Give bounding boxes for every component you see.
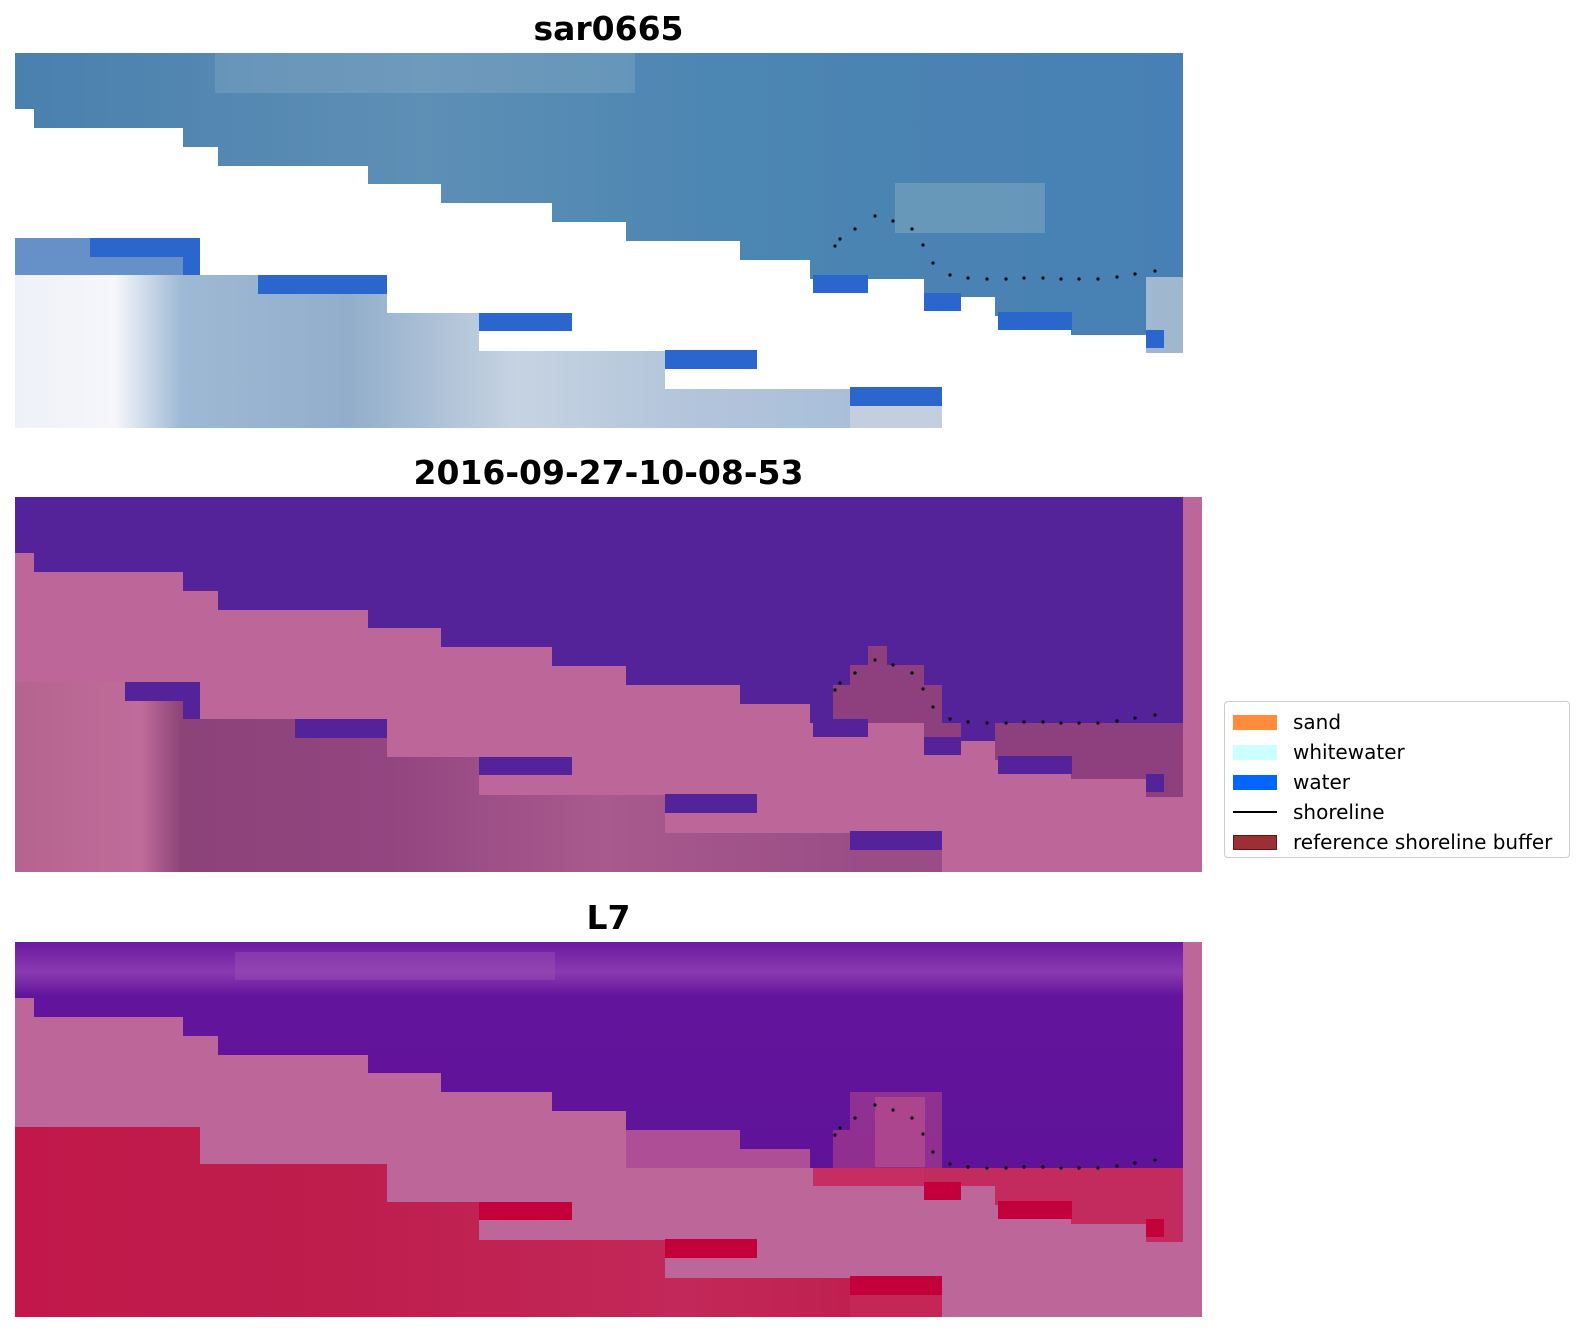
legend: sand whitewater water shoreline referenc… [1224,701,1570,858]
mndwi-image [15,942,1202,1317]
class-shoreline [833,658,1157,725]
rgb-shoreline [833,214,1157,281]
legend-label: water [1293,770,1350,794]
whitewater-swatch [1233,744,1277,760]
legend-item-shoreline: shoreline [1233,797,1561,827]
classification-panel [15,497,1202,872]
classification-image [15,497,1202,872]
buffer-swatch [1233,834,1277,850]
class-buffer-land [833,646,1183,797]
panel-title-mndwi: L7 [586,898,631,937]
legend-label: sand [1293,710,1342,734]
shoreline-line-icon [1233,811,1277,813]
rgb-water-pixels [90,238,1164,406]
mndwi-panel [15,942,1202,1317]
legend-label: reference shoreline buffer [1293,830,1553,854]
panel-title-rgb: sar0665 [533,9,684,48]
legend-label: shoreline [1293,800,1385,824]
mndwi-shoreline [833,1103,1157,1170]
legend-label: whitewater [1293,740,1405,764]
mndwi-land-region [15,1127,850,1317]
rgb-image [15,53,1202,428]
mndwi-water-pixels [479,1182,1164,1295]
class-water-pixels [125,682,1164,850]
legend-item-sand: sand [1233,707,1561,737]
class-land-region [15,682,850,872]
legend-item-reference-buffer: reference shoreline buffer [1233,827,1561,857]
legend-item-whitewater: whitewater [1233,737,1561,767]
water-swatch [1233,774,1277,790]
legend-item-water: water [1233,767,1561,797]
panel-title-classification: 2016-09-27-10-08-53 [413,453,804,492]
rgb-image-panel [15,53,1202,428]
sand-swatch [1233,714,1277,730]
